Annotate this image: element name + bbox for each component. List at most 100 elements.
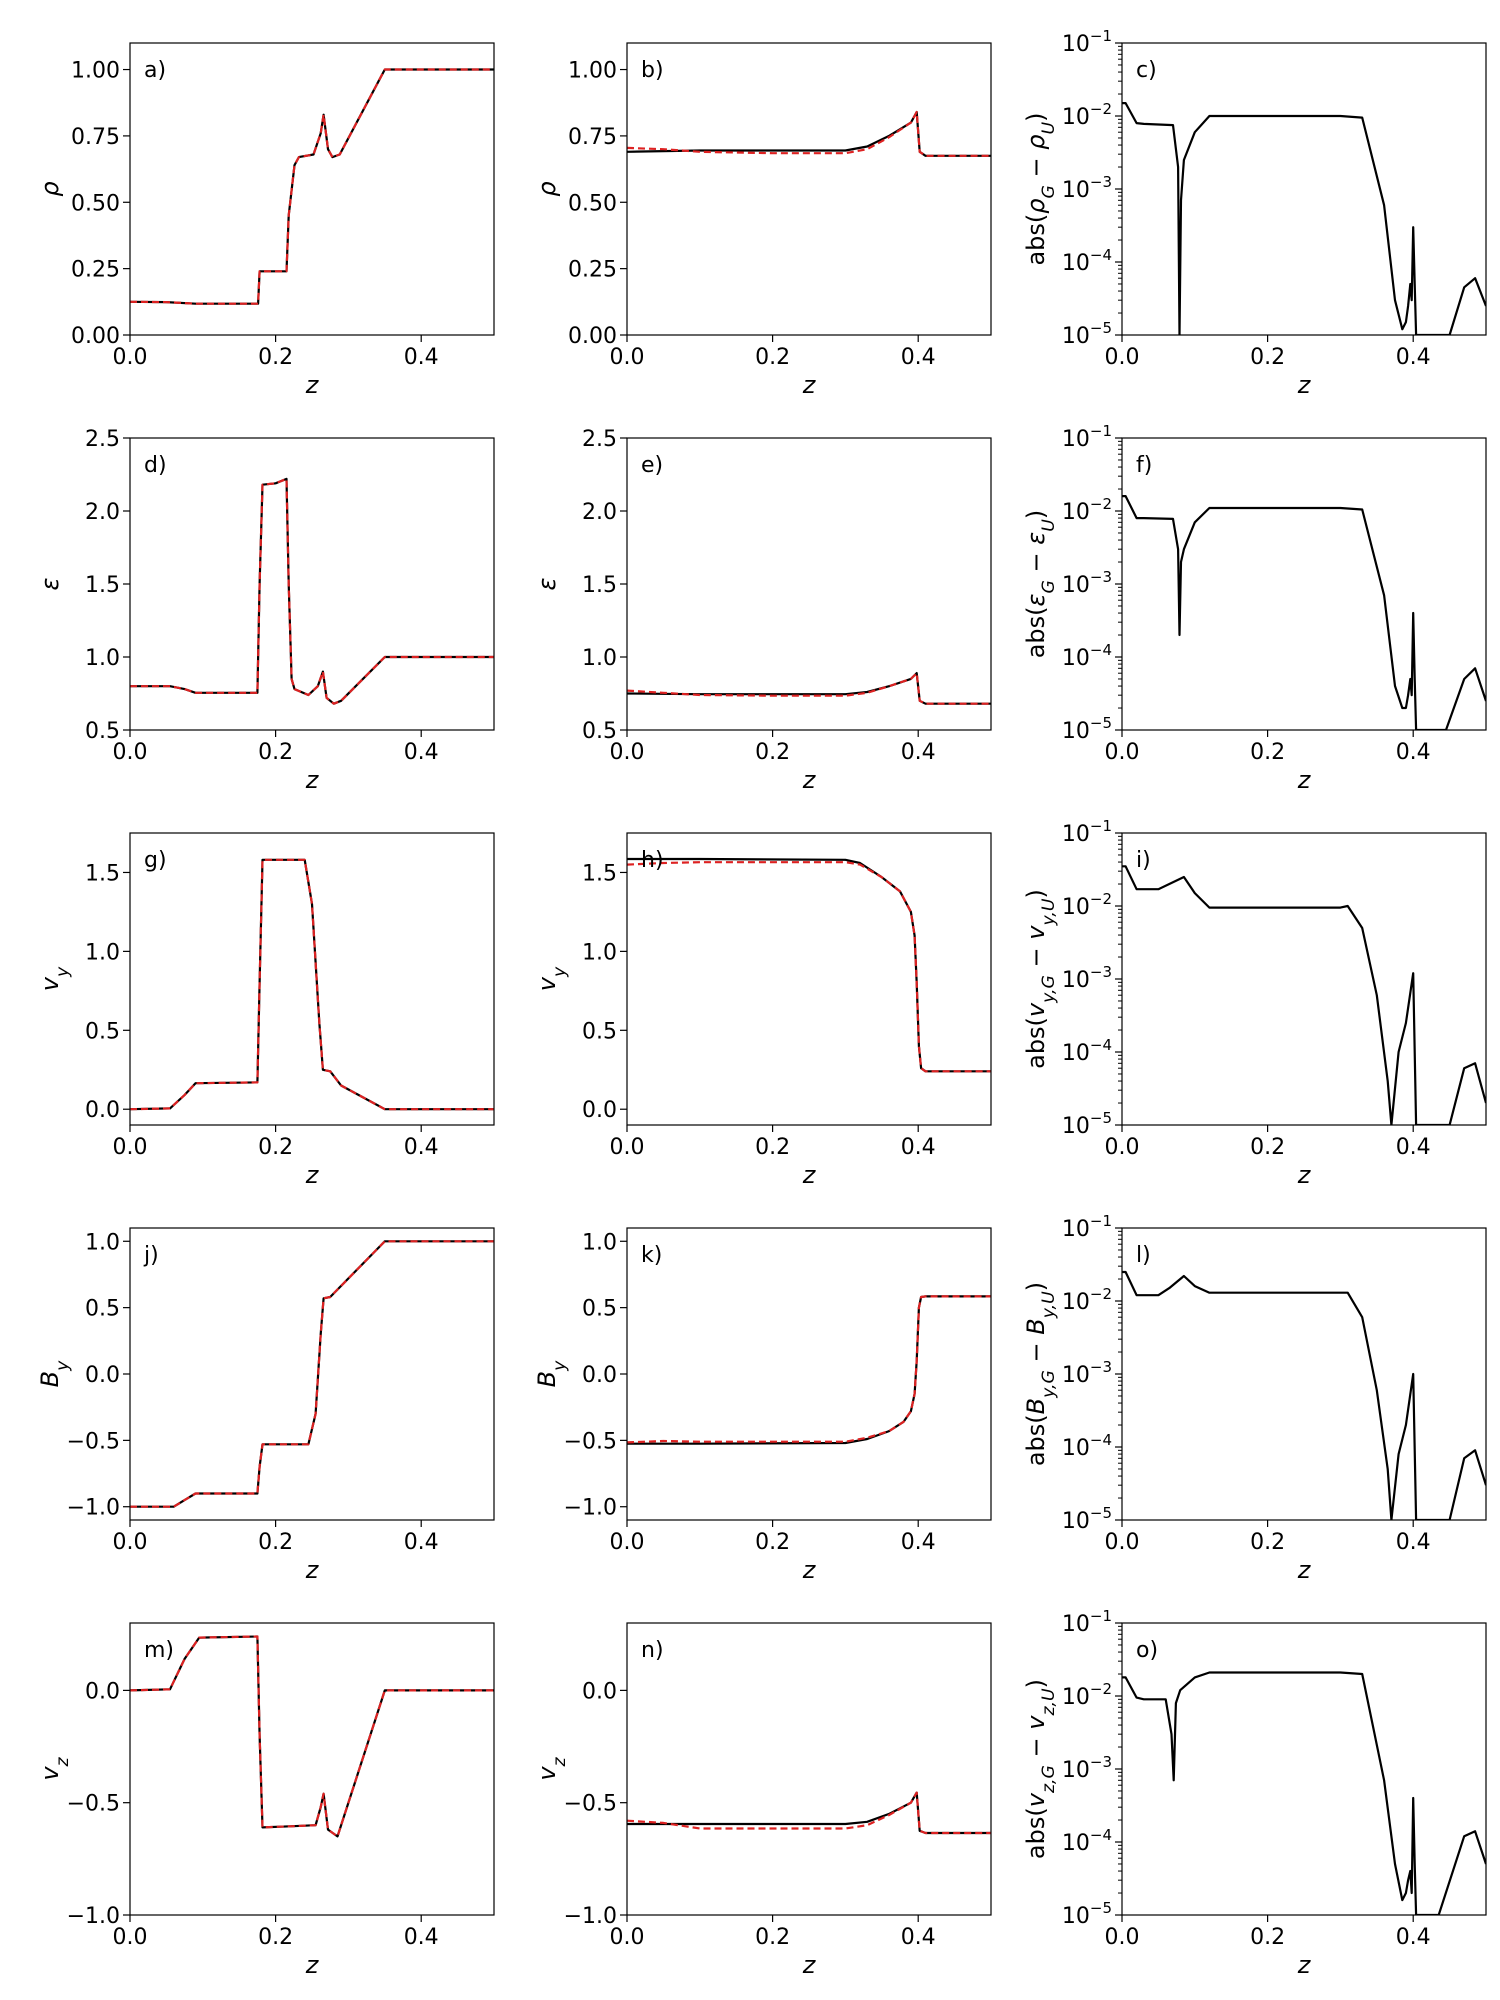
y-tick-label: 1.0 [582, 940, 617, 965]
y-axis-label: By [36, 1360, 73, 1387]
x-tick-label: 0.0 [1105, 1530, 1140, 1555]
series-line-dashed [627, 1791, 991, 1835]
panel-label: k) [641, 1243, 662, 1268]
y-tick-label: 1.0 [582, 1230, 617, 1255]
x-axis-label: z [802, 766, 817, 794]
panel-d: 0.0 0.2 0.4 0.5 1.0 1.5 2.0 2.5 z ε d) [36, 427, 495, 794]
x-axis-label: z [1297, 1951, 1312, 1979]
y-tick-label: 10−1 [1062, 27, 1112, 57]
panel-b: 0.0 0.2 0.4 0.00 0.25 0.50 0.75 1.00 z ρ b) [533, 42, 992, 399]
y-axis-label: abs(ρG − ρU) [1022, 112, 1059, 265]
y-tick-label: 0.00 [568, 324, 617, 349]
x-tick-label: 0.4 [901, 1530, 936, 1555]
y-tick-label: 1.00 [568, 59, 617, 84]
series-line-dashed [130, 1240, 494, 1508]
x-tick-label: 0.4 [901, 345, 936, 370]
y-tick-label: 0.50 [568, 191, 617, 216]
panel-j: 0.0 0.2 0.4 −1.0 −0.5 0.0 0.5 1.0 z By j) [36, 1227, 495, 1584]
panel-label: h) [641, 848, 664, 873]
x-tick-label: 0.2 [258, 345, 293, 370]
series-line-solid [130, 68, 494, 305]
y-tick-label: 0.5 [582, 719, 617, 744]
x-tick-label: 0.4 [901, 740, 936, 765]
y-axis-label: abs(By,G − By,U) [1022, 1282, 1059, 1466]
x-tick-label: 0.0 [610, 1530, 645, 1555]
x-tick-label: 0.0 [113, 1530, 148, 1555]
y-tick-label: 10−1 [1062, 422, 1112, 452]
panel-e: 0.0 0.2 0.4 0.5 1.0 1.5 2.0 2.5 z ε e) [533, 427, 992, 794]
x-tick-label: 0.0 [113, 1925, 148, 1950]
x-tick-label: 0.0 [1105, 1135, 1140, 1160]
panel-label: e) [641, 453, 663, 478]
y-tick-label: 0.50 [71, 191, 120, 216]
y-tick-label: 1.5 [85, 861, 120, 886]
y-tick-label: 10−4 [1062, 641, 1112, 671]
y-tick-label: −1.0 [67, 1904, 120, 1929]
y-tick-label: 10−3 [1062, 963, 1112, 993]
y-axis-label: ε [533, 577, 561, 590]
plot-frame [626, 437, 992, 731]
y-axis-label: abs(vz,G − vz,U) [1022, 1679, 1059, 1859]
panel-g: 0.0 0.2 0.4 0.0 0.5 1.0 1.5 z vy g) [36, 832, 495, 1189]
panel-label: f) [1136, 453, 1152, 478]
x-axis-label: z [802, 1951, 817, 1979]
y-tick-label: 10−3 [1062, 568, 1112, 598]
x-tick-label: 0.4 [404, 740, 439, 765]
y-tick-label: 2.0 [582, 500, 617, 525]
x-tick-label: 0.4 [901, 1925, 936, 1950]
y-tick-label: 0.5 [582, 1019, 617, 1044]
y-axis-label: vz [36, 1756, 73, 1780]
y-tick-label: −0.5 [564, 1429, 617, 1454]
series-line-dashed [130, 1635, 494, 1838]
y-tick-label: −0.5 [67, 1792, 120, 1817]
y-tick-label: −1.0 [564, 1496, 617, 1521]
panel-label: j) [143, 1243, 159, 1268]
panel-label: o) [1136, 1638, 1158, 1663]
x-tick-label: 0.2 [755, 740, 790, 765]
x-tick-label: 0.0 [113, 740, 148, 765]
y-tick-label: 1.0 [582, 646, 617, 671]
x-tick-label: 0.4 [1396, 1925, 1431, 1950]
series-line-solid [130, 477, 494, 705]
y-tick-label: 10−3 [1062, 1358, 1112, 1388]
y-tick-label: 1.5 [582, 573, 617, 598]
series-line-solid [627, 857, 991, 1073]
y-tick-label: 0.5 [85, 1019, 120, 1044]
y-axis-label: abs(vy,G − vy,U) [1022, 889, 1059, 1069]
y-tick-label: 10−2 [1062, 890, 1112, 920]
x-tick-label: 0.4 [1396, 1530, 1431, 1555]
y-tick-label: 10−4 [1062, 1826, 1112, 1856]
x-tick-label: 0.0 [113, 1135, 148, 1160]
y-tick-label: 10−4 [1062, 1431, 1112, 1461]
x-tick-label: 0.4 [901, 1135, 936, 1160]
y-tick-label: 10−3 [1062, 173, 1112, 203]
y-tick-label: 0.0 [85, 1363, 120, 1388]
y-tick-label: 0.5 [85, 719, 120, 744]
y-tick-label: 0.5 [85, 1297, 120, 1322]
x-tick-label: 0.2 [1250, 1530, 1285, 1555]
y-tick-label: −1.0 [67, 1496, 120, 1521]
x-tick-label: 0.2 [755, 1925, 790, 1950]
y-axis-label: ρ [36, 181, 64, 196]
series-line-dashed [130, 858, 494, 1111]
x-tick-label: 0.0 [610, 1135, 645, 1160]
y-tick-label: 0.25 [71, 258, 120, 283]
panel-label: c) [1136, 58, 1157, 83]
y-tick-label: 1.0 [85, 646, 120, 671]
y-tick-label: 10−1 [1062, 1212, 1112, 1242]
x-tick-label: 0.0 [610, 1925, 645, 1950]
y-tick-label: 10−3 [1062, 1753, 1112, 1783]
y-tick-label: 1.00 [71, 59, 120, 84]
series-line-dashed [627, 1295, 991, 1444]
y-tick-label: 1.0 [85, 1230, 120, 1255]
x-axis-label: z [802, 1556, 817, 1584]
panel-n: 0.0 0.2 0.4 −1.0 −0.5 0.0 z vz n) [533, 1622, 992, 1979]
y-axis-label: ε [36, 577, 64, 590]
plot-frame [129, 832, 495, 1126]
series-line-solid [627, 110, 991, 157]
